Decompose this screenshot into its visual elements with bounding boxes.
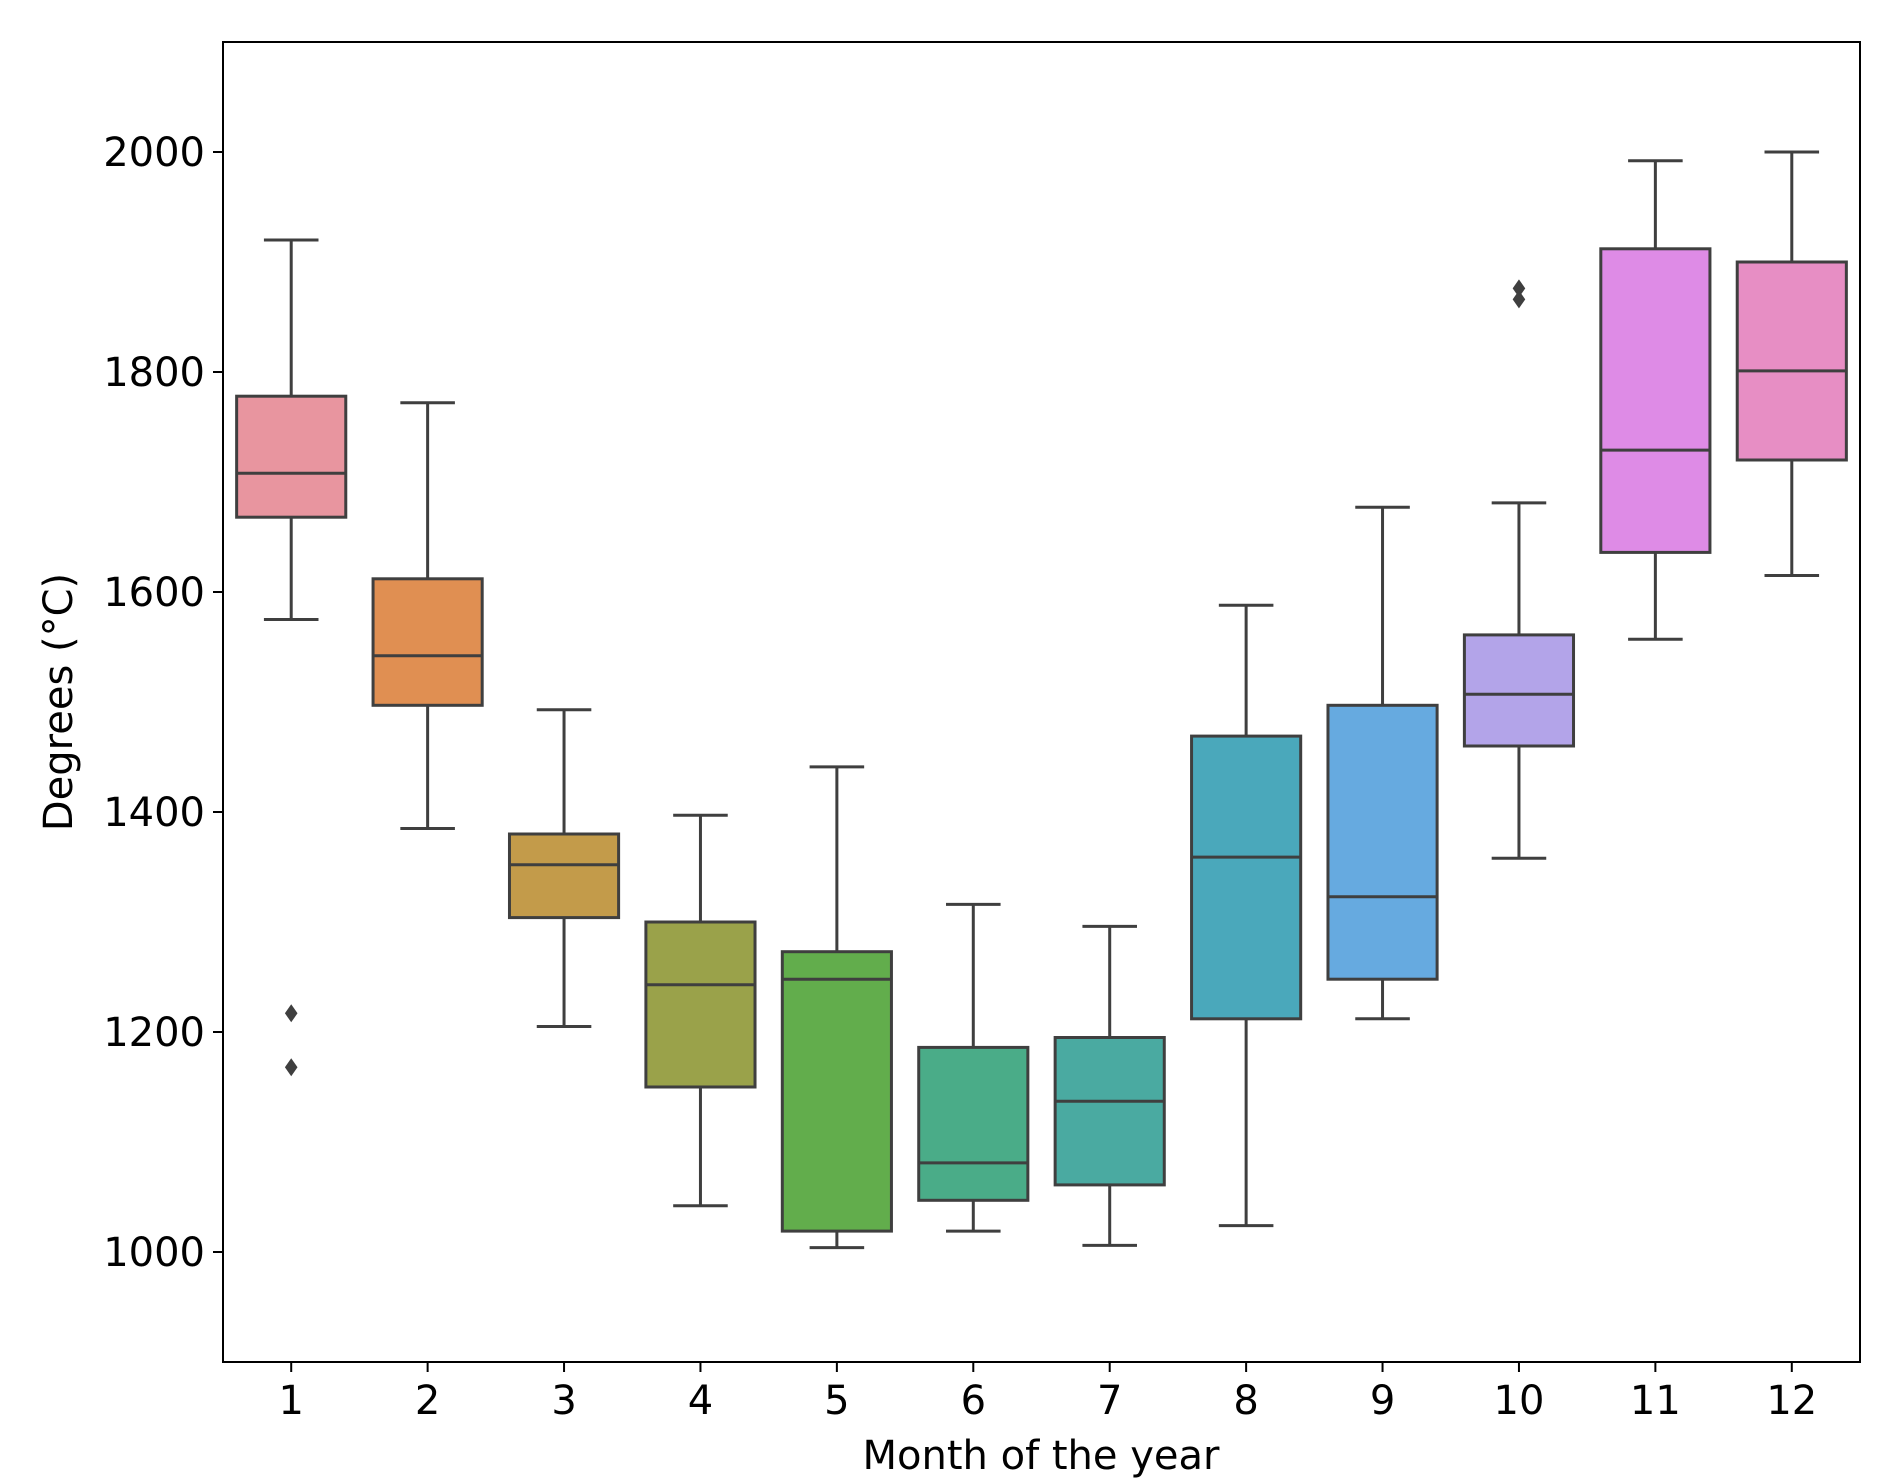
x-tick-label: 8	[1233, 1378, 1258, 1424]
x-tick-label: 7	[1097, 1378, 1122, 1424]
box-month-1	[235, 238, 348, 1077]
x-tick-label: 12	[1766, 1378, 1817, 1424]
box-month-2	[371, 401, 484, 830]
box-month-7	[1053, 924, 1166, 1247]
y-tick-label: 2000	[103, 130, 205, 176]
box-month-8	[1190, 603, 1303, 1228]
y-axis-ticks: 1000 1200 1400 1600 1800 2000	[103, 130, 223, 1276]
outlier-point	[1512, 279, 1526, 298]
x-tick-label: 5	[824, 1378, 849, 1424]
iqr-box	[1190, 734, 1303, 1021]
box-month-3	[507, 708, 621, 1028]
x-axis-title: Month of the year	[863, 1433, 1221, 1478]
box-month-12	[1735, 150, 1848, 577]
box-month-4	[644, 813, 757, 1208]
y-tick-label: 1800	[103, 350, 205, 396]
x-tick-label: 10	[1494, 1378, 1545, 1424]
x-tick-label: 4	[688, 1378, 713, 1424]
x-tick-label: 11	[1630, 1378, 1681, 1424]
iqr-box	[1053, 1036, 1166, 1187]
box-month-10	[1462, 279, 1576, 860]
box-month-9	[1326, 505, 1439, 1021]
iqr-box	[644, 920, 757, 1089]
box-plot-series	[235, 150, 1848, 1250]
x-tick-label: 6	[961, 1378, 986, 1424]
iqr-box	[1462, 633, 1576, 748]
plot-area-frame	[222, 41, 1861, 1363]
box-month-6	[917, 902, 1030, 1233]
x-tick-label: 2	[415, 1378, 440, 1424]
x-tick-label: 9	[1370, 1378, 1395, 1424]
iqr-box	[1735, 260, 1848, 462]
box-month-11	[1599, 159, 1712, 641]
iqr-box	[1326, 703, 1439, 981]
iqr-box	[917, 1045, 1030, 1202]
y-tick-label: 1200	[103, 1010, 205, 1056]
x-axis-ticks: 1 2 3 4 5 6 7 8 9 10 11 12	[278, 1362, 1817, 1424]
x-tick-label: 1	[278, 1378, 303, 1424]
iqr-box	[507, 832, 621, 920]
y-tick-label: 1400	[103, 790, 205, 836]
x-tick-label: 3	[551, 1378, 576, 1424]
iqr-box	[780, 950, 893, 1233]
y-tick-label: 1600	[103, 570, 205, 616]
y-tick-label: 1000	[103, 1230, 205, 1276]
outlier-point	[284, 1058, 298, 1077]
iqr-box	[235, 394, 348, 519]
box-month-5	[780, 765, 893, 1250]
iqr-box	[371, 577, 484, 707]
outlier-point	[284, 1004, 298, 1023]
y-axis-title: Degrees (°C)	[36, 573, 82, 831]
outlier-point	[1512, 290, 1526, 309]
iqr-box	[1599, 247, 1712, 554]
